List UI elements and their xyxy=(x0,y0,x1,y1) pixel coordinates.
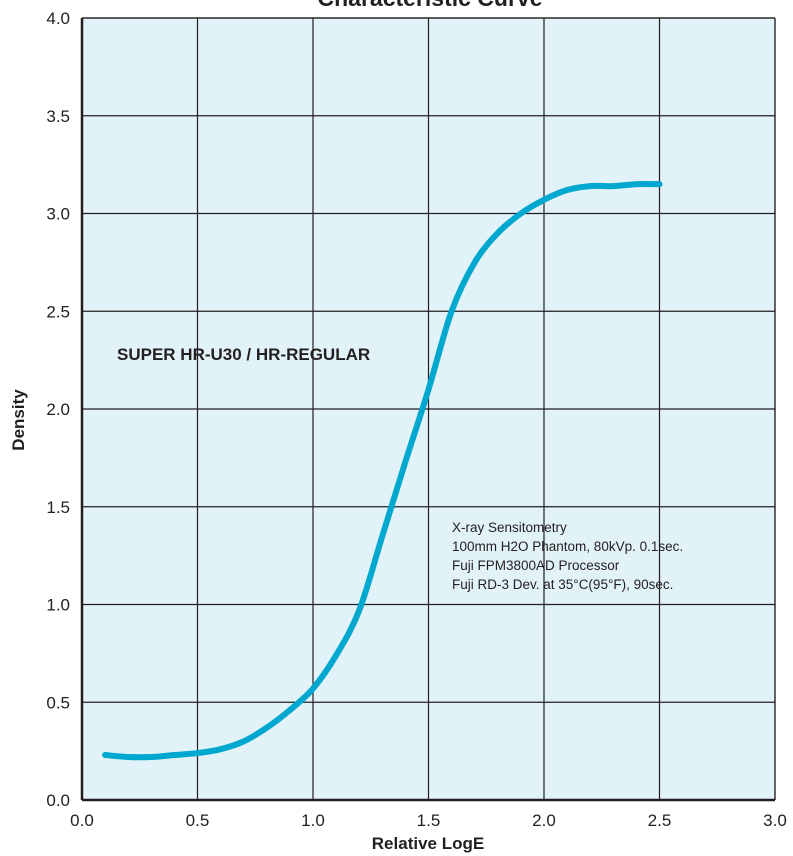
y-tick-label: 1.5 xyxy=(46,498,70,517)
x-tick-label: 1.5 xyxy=(417,811,441,830)
y-axis-ticks: 0.0 0.5 1.0 1.5 2.0 2.5 3.0 3.5 4.0 xyxy=(46,9,70,810)
annotation-line: X-ray Sensitometry xyxy=(452,520,567,535)
x-axis-ticks: 0.0 0.5 1.0 1.5 2.0 2.5 3.0 xyxy=(70,811,787,830)
annotation-line: Fuji FPM3800AD Processor xyxy=(452,558,620,573)
y-axis-label: Density xyxy=(9,389,28,451)
x-axis-label: Relative LogE xyxy=(372,834,484,853)
series-label: SUPER HR-U30 / HR-REGULAR xyxy=(117,345,370,364)
y-tick-label: 1.0 xyxy=(46,596,70,615)
x-tick-label: 1.0 xyxy=(301,811,325,830)
x-tick-label: 3.0 xyxy=(763,811,787,830)
chart-title: Characteristic Curve xyxy=(318,0,543,11)
grid-lines xyxy=(80,17,776,802)
x-tick-label: 0.5 xyxy=(186,811,210,830)
x-tick-label: 0.0 xyxy=(70,811,94,830)
x-tick-label: 2.0 xyxy=(532,811,556,830)
annotation-box: X-ray Sensitometry 100mm H2O Phantom, 80… xyxy=(452,520,683,592)
y-tick-label: 0.5 xyxy=(46,693,70,712)
y-tick-label: 0.0 xyxy=(46,791,70,810)
series-line xyxy=(102,181,663,761)
y-tick-label: 2.0 xyxy=(46,400,70,419)
y-tick-label: 2.5 xyxy=(46,302,70,321)
annotation-line: 100mm H2O Phantom, 80kVp. 0.1sec. xyxy=(452,539,683,554)
annotation-line: Fuji RD-3 Dev. at 35°C(95°F), 90sec. xyxy=(452,577,673,592)
y-tick-label: 3.5 xyxy=(46,107,70,126)
y-tick-label: 3.0 xyxy=(46,205,70,224)
x-tick-label: 2.5 xyxy=(648,811,672,830)
y-tick-label: 4.0 xyxy=(46,9,70,28)
